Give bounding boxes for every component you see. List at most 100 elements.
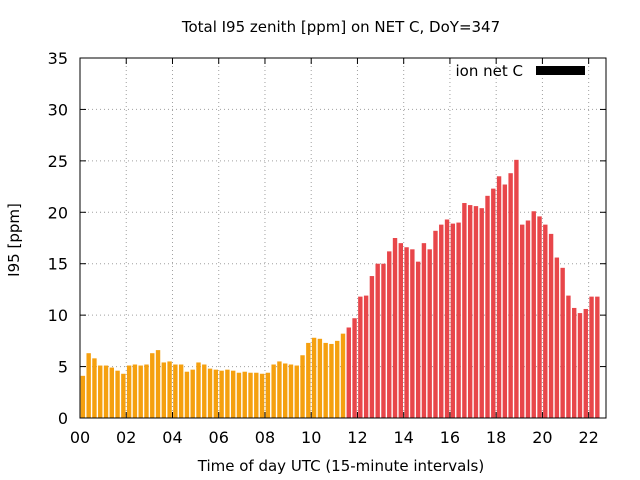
bar (167, 361, 172, 418)
bar (254, 372, 259, 418)
x-tick-label: 02 (116, 428, 136, 447)
plot-frame (79, 57, 607, 419)
y-axis-label: I95 [ppm] (5, 203, 23, 277)
bar (277, 361, 282, 418)
x-tick-label: 04 (162, 428, 182, 447)
bar (121, 373, 126, 418)
bar (202, 364, 207, 418)
bar (213, 369, 219, 418)
bar (433, 230, 438, 418)
bar (514, 159, 519, 419)
bar (300, 355, 305, 418)
bar (467, 205, 473, 418)
x-tick-label: 10 (301, 428, 321, 447)
bar (543, 224, 548, 418)
bar (219, 370, 224, 418)
x-tick-label: 20 (532, 428, 552, 447)
bar (288, 364, 294, 418)
x-tick-label: 00 (70, 428, 90, 447)
bar (329, 343, 334, 418)
bar (531, 211, 536, 418)
bar (415, 261, 421, 418)
bar (554, 257, 560, 418)
bar (398, 243, 403, 418)
bar (508, 173, 513, 418)
bar (126, 365, 132, 418)
bar (271, 364, 276, 418)
bar (115, 370, 120, 418)
bar (103, 365, 109, 418)
bar (317, 338, 323, 418)
x-tick-label: 06 (209, 428, 229, 447)
legend-swatch (536, 66, 585, 75)
bar (456, 222, 461, 418)
bar (589, 296, 594, 418)
bar (352, 318, 357, 418)
bar (242, 371, 247, 418)
bar (207, 368, 213, 418)
bar (80, 375, 86, 418)
bar (306, 342, 311, 418)
bar (560, 267, 565, 418)
bar (92, 358, 97, 418)
bar (155, 350, 161, 418)
bar (491, 188, 496, 418)
bar (387, 251, 392, 418)
bar (196, 362, 201, 418)
x-tick-label: 08 (255, 428, 275, 447)
bar (363, 295, 369, 418)
bar (86, 353, 91, 418)
bar (225, 369, 230, 418)
bar (444, 219, 450, 418)
axis-ticks: 00 02 04 06 08 10 12 14 16 18 20 22 0 5 10 15 20 25 30 35 (48, 49, 606, 447)
bar (439, 224, 444, 418)
x-tick-label: 18 (486, 428, 506, 447)
chart-title: Total I95 zenith [ppm] on NET C, DoY=347 (181, 18, 500, 36)
legend: ion net C (456, 62, 585, 80)
bar (572, 307, 577, 418)
y-tick-label: 20 (48, 203, 68, 222)
bar (392, 238, 398, 418)
bar (340, 333, 346, 418)
bar (566, 295, 571, 418)
bar (161, 362, 167, 418)
y-tick-label: 0 (58, 409, 68, 428)
x-tick-label: 12 (347, 428, 367, 447)
y-tick-label: 15 (48, 255, 68, 274)
bars (80, 159, 600, 419)
bar (479, 208, 484, 418)
bar (132, 364, 138, 418)
bar (381, 263, 386, 418)
bar (150, 353, 155, 418)
x-axis-label: Time of day UTC (15-minute intervals) (197, 457, 484, 475)
bar (462, 203, 467, 418)
y-tick-label: 35 (48, 49, 68, 68)
y-tick-label: 5 (58, 358, 68, 377)
bar (323, 342, 328, 418)
bar (259, 373, 265, 418)
bar (548, 233, 554, 418)
bar (236, 372, 242, 418)
bar (519, 224, 525, 418)
bar (294, 365, 299, 418)
x-tick-label: 14 (394, 428, 414, 447)
bar (184, 371, 190, 418)
bar (485, 195, 490, 418)
bar (583, 308, 588, 418)
bar (358, 296, 363, 418)
bar (178, 364, 184, 418)
bar (375, 263, 380, 418)
bar (421, 243, 427, 418)
y-tick-label: 30 (48, 100, 68, 119)
bar (502, 184, 508, 418)
bar (190, 369, 195, 418)
bar (109, 367, 114, 418)
y-tick-label: 25 (48, 152, 68, 171)
bar (450, 223, 456, 418)
grid (80, 58, 606, 418)
bar (335, 340, 340, 418)
bar (311, 337, 317, 418)
bar (230, 370, 236, 418)
bar (537, 216, 542, 418)
